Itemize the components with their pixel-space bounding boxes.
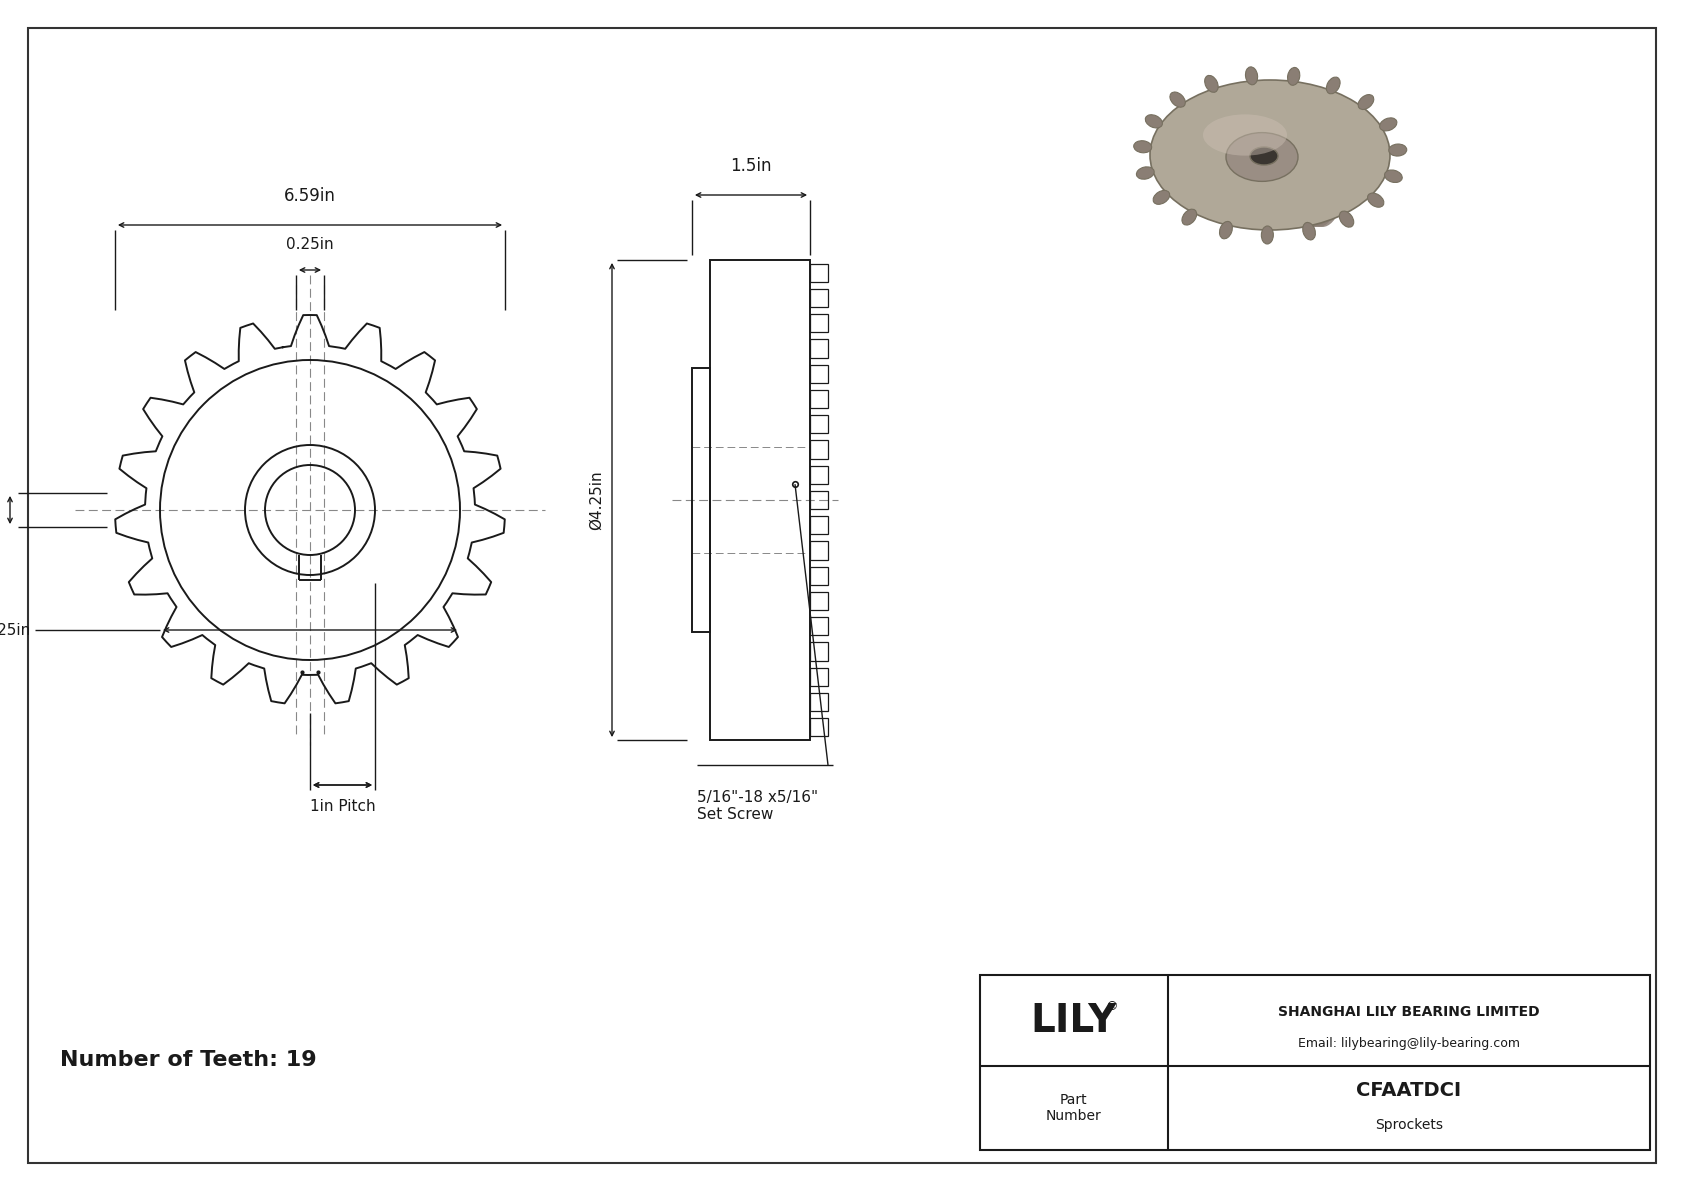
Bar bbox=[810, 592, 829, 610]
Ellipse shape bbox=[1150, 80, 1389, 230]
Ellipse shape bbox=[1293, 89, 1346, 227]
Ellipse shape bbox=[1246, 67, 1258, 85]
Ellipse shape bbox=[1170, 92, 1186, 107]
Ellipse shape bbox=[1288, 68, 1300, 86]
Ellipse shape bbox=[1154, 191, 1170, 205]
Text: CFAATDCI: CFAATDCI bbox=[1356, 1081, 1462, 1100]
Text: 0.25in: 0.25in bbox=[286, 237, 333, 252]
Ellipse shape bbox=[1297, 89, 1349, 227]
Bar bbox=[810, 617, 829, 636]
Bar bbox=[810, 567, 829, 585]
Text: Email: lilybearing@lily-bearing.com: Email: lilybearing@lily-bearing.com bbox=[1298, 1036, 1519, 1049]
Bar bbox=[810, 491, 829, 509]
Ellipse shape bbox=[1182, 210, 1197, 225]
Bar bbox=[810, 466, 829, 484]
Bar bbox=[810, 693, 829, 711]
Ellipse shape bbox=[1275, 89, 1329, 227]
Ellipse shape bbox=[1137, 167, 1154, 179]
Ellipse shape bbox=[1282, 89, 1335, 227]
Ellipse shape bbox=[1271, 89, 1324, 227]
Bar bbox=[810, 441, 829, 459]
Text: 1in Pitch: 1in Pitch bbox=[310, 799, 376, 813]
Bar bbox=[810, 339, 829, 357]
Ellipse shape bbox=[1261, 226, 1273, 244]
Bar bbox=[810, 642, 829, 661]
Ellipse shape bbox=[1250, 146, 1278, 166]
Ellipse shape bbox=[1389, 144, 1406, 156]
Text: Part
Number: Part Number bbox=[1046, 1093, 1101, 1123]
Bar bbox=[711, 260, 810, 740]
Ellipse shape bbox=[1379, 118, 1398, 131]
Ellipse shape bbox=[1303, 223, 1315, 239]
Text: LILY: LILY bbox=[1031, 1002, 1116, 1040]
Bar bbox=[980, 975, 1650, 1151]
Ellipse shape bbox=[1285, 89, 1339, 227]
Bar bbox=[810, 718, 829, 736]
Bar bbox=[810, 668, 829, 686]
Bar bbox=[810, 389, 829, 409]
Bar bbox=[810, 416, 829, 434]
Text: SHANGHAI LILY BEARING LIMITED: SHANGHAI LILY BEARING LIMITED bbox=[1278, 1005, 1539, 1018]
Text: Ø4.25in: Ø4.25in bbox=[589, 470, 605, 530]
Ellipse shape bbox=[1339, 211, 1354, 227]
Bar bbox=[810, 542, 829, 560]
Bar bbox=[810, 263, 829, 282]
Ellipse shape bbox=[1327, 77, 1340, 94]
Ellipse shape bbox=[1384, 170, 1403, 182]
Ellipse shape bbox=[1271, 89, 1324, 227]
Text: Ø1.125in: Ø1.125in bbox=[0, 623, 30, 637]
Text: 5/16"-18 x5/16"
Set Screw: 5/16"-18 x5/16" Set Screw bbox=[697, 790, 818, 823]
Ellipse shape bbox=[1367, 193, 1384, 207]
Bar bbox=[810, 516, 829, 535]
Ellipse shape bbox=[1357, 94, 1374, 110]
Text: 0.125in: 0.125in bbox=[0, 481, 2, 538]
Ellipse shape bbox=[1133, 141, 1152, 152]
Bar bbox=[810, 364, 829, 382]
Text: ®: ® bbox=[1106, 1000, 1118, 1014]
Ellipse shape bbox=[1204, 75, 1218, 93]
Ellipse shape bbox=[1202, 114, 1287, 156]
Bar bbox=[692, 368, 711, 632]
Bar bbox=[810, 314, 829, 332]
Text: 6.59in: 6.59in bbox=[285, 187, 335, 205]
Text: Sprockets: Sprockets bbox=[1374, 1118, 1443, 1133]
Ellipse shape bbox=[1145, 114, 1162, 127]
Ellipse shape bbox=[1288, 89, 1342, 227]
Bar bbox=[810, 288, 829, 307]
Ellipse shape bbox=[1278, 89, 1332, 227]
Text: 1.5in: 1.5in bbox=[731, 157, 771, 175]
Ellipse shape bbox=[1219, 222, 1233, 239]
Text: Number of Teeth: 19: Number of Teeth: 19 bbox=[61, 1050, 317, 1070]
Ellipse shape bbox=[1226, 132, 1298, 181]
